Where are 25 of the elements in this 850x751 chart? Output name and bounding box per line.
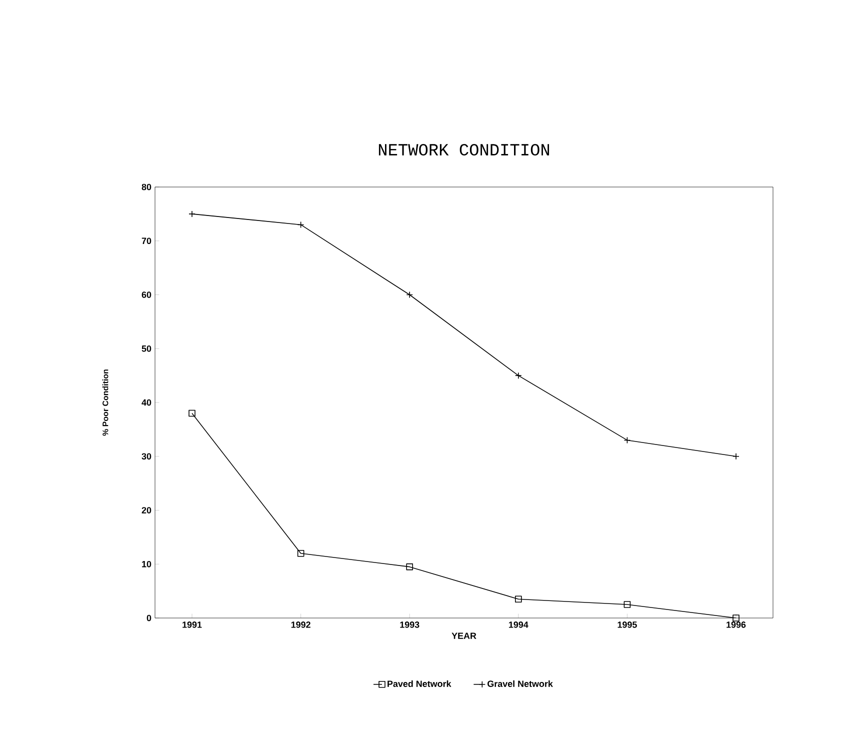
- x-tick-label: 1993: [400, 622, 420, 628]
- x-tick-label: 1996: [726, 622, 746, 628]
- point: [624, 601, 631, 608]
- y-tick-label: 50: [142, 345, 152, 352]
- point: [297, 550, 304, 557]
- point: [406, 563, 413, 570]
- y-tick-label: 10: [142, 560, 152, 568]
- legend-label: Paved Network: [388, 680, 452, 687]
- y-tick-label: 20: [142, 507, 152, 514]
- chart-title: NETWORK CONDITION: [378, 144, 550, 156]
- y-tick-label: 60: [142, 292, 152, 298]
- x-tick-label: 1994: [508, 622, 528, 628]
- x-tick-label: 1991: [182, 622, 202, 628]
- point: [188, 410, 196, 417]
- x-tick-label: 1995: [618, 622, 637, 628]
- x-tick-label: 1992: [291, 622, 310, 628]
- y-tick-label: 30: [142, 453, 152, 460]
- x-axis-title: YEAR: [452, 632, 476, 639]
- point: [732, 614, 740, 622]
- point: [515, 596, 522, 603]
- y-tick-label: 0: [146, 614, 152, 622]
- legend-label: Gravel Network: [488, 680, 553, 687]
- y-tick-label: 70: [142, 238, 152, 244]
- y-tick-label: 80: [142, 184, 152, 190]
- y-tick-label: 40: [142, 399, 152, 406]
